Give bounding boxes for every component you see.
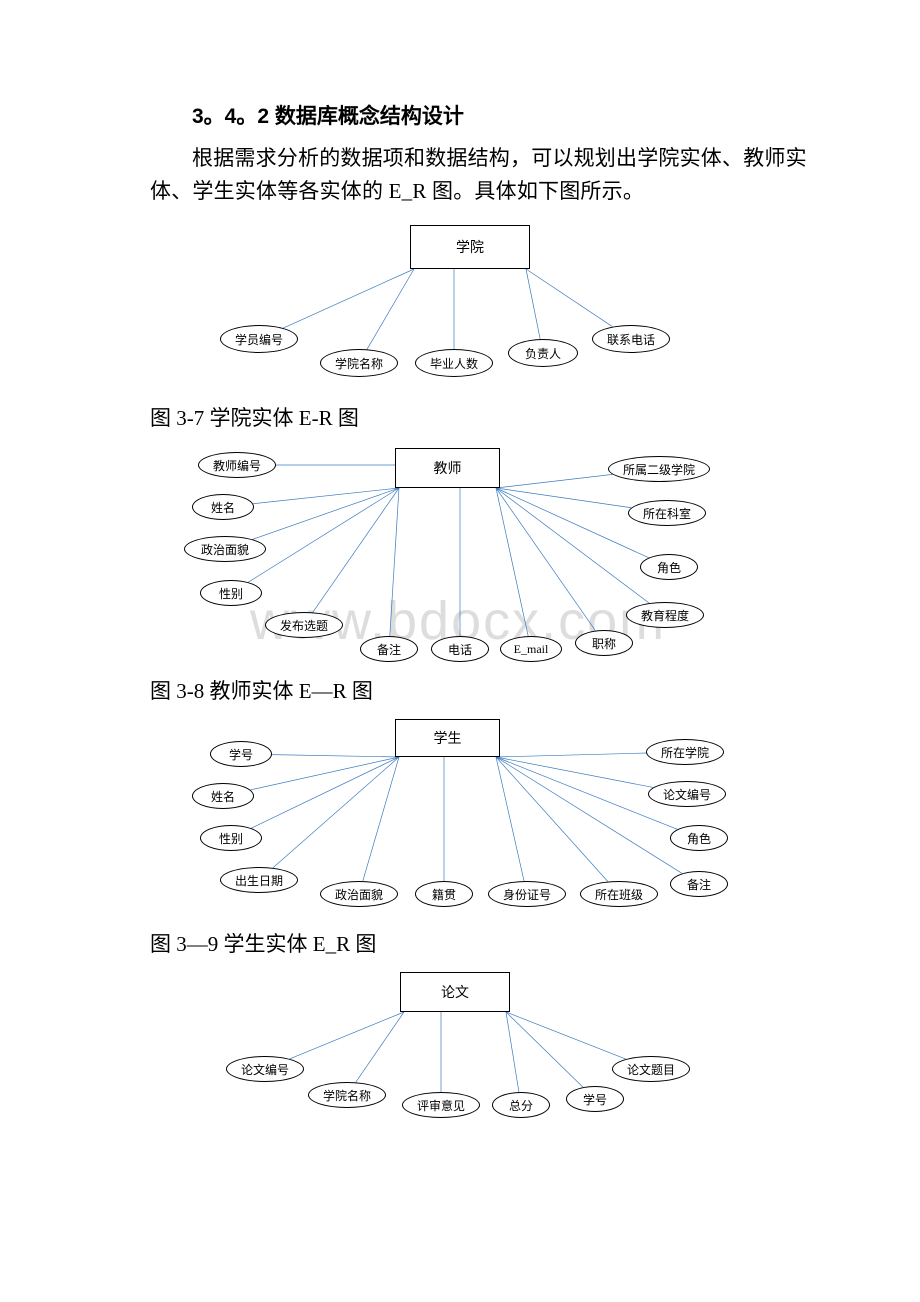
attribute-ellipse: E_mail: [500, 636, 562, 662]
entity-box: 学生: [395, 719, 500, 757]
attribute-ellipse: 电话: [431, 636, 489, 662]
attribute-ellipse: 联系电话: [592, 325, 670, 353]
attribute-ellipse: 教育程度: [626, 602, 704, 628]
page-content: 3。4。2 数据库概念结构设计 根据需求分析的数据项和数据结构，可以规划出学院实…: [0, 0, 920, 1161]
attribute-ellipse: 论文题目: [612, 1056, 690, 1082]
attribute-ellipse: 所在班级: [580, 881, 658, 907]
entity-box: 教师: [395, 448, 500, 488]
attribute-ellipse: 学员编号: [220, 325, 298, 353]
section-heading: 3。4。2 数据库概念结构设计: [150, 100, 810, 130]
attribute-ellipse: 学院名称: [308, 1082, 386, 1108]
attribute-ellipse: 备注: [360, 636, 418, 662]
attribute-ellipse: 负责人: [508, 339, 578, 367]
attribute-ellipse: 职称: [575, 630, 633, 656]
attribute-ellipse: 备注: [670, 871, 728, 897]
attribute-ellipse: 所在科室: [628, 500, 706, 526]
caption-figure-3-7: 图 3-7 学院实体 E-R 图: [150, 402, 810, 432]
attribute-ellipse: 学院名称: [320, 349, 398, 377]
intro-paragraph: 根据需求分析的数据项和数据结构，可以规划出学院实体、教师实体、学生实体等各实体的…: [150, 142, 810, 207]
attribute-ellipse: 论文编号: [648, 781, 726, 807]
attribute-ellipse: 所属二级学院: [608, 456, 710, 482]
attribute-ellipse: 姓名: [192, 494, 254, 520]
attribute-ellipse: 身份证号: [488, 881, 566, 907]
caption-figure-3-9: 图 3—9 学生实体 E_R 图: [150, 928, 810, 958]
attribute-ellipse: 角色: [640, 554, 698, 580]
entity-box: 学院: [410, 225, 530, 269]
caption-figure-3-8: 图 3-8 教师实体 E—R 图: [150, 675, 810, 705]
er-diagram-teacher: www.bdocx.com 教师教师编号姓名政治面貌性别发布选题备注电话E_ma…: [170, 440, 730, 665]
attribute-ellipse: 评审意见: [402, 1092, 480, 1118]
attribute-ellipse: 所在学院: [646, 739, 724, 765]
attribute-ellipse: 性别: [200, 825, 262, 851]
attribute-ellipse: 政治面貌: [184, 536, 266, 562]
attribute-ellipse: 总分: [492, 1092, 550, 1118]
er-diagram-college: 学院学员编号学院名称毕业人数负责人联系电话: [210, 217, 730, 392]
er-diagram-thesis: 论文论文编号学院名称评审意见总分学号 论文题目: [200, 966, 720, 1121]
attribute-ellipse: 发布选题: [265, 612, 343, 638]
attribute-ellipse: 政治面貌: [320, 881, 398, 907]
entity-box: 论文: [400, 972, 510, 1012]
attribute-ellipse: 学号: [210, 741, 272, 767]
attribute-ellipse: 角色: [670, 825, 728, 851]
attribute-ellipse: 性别: [200, 580, 262, 606]
er-diagram-student: 学生学号姓名性别出生日期政治面貌籍贯身份证号所在班级备注 角色 论文编号 所在学院: [170, 713, 730, 918]
attribute-ellipse: 毕业人数: [415, 349, 493, 377]
attribute-ellipse: 籍贯: [415, 881, 473, 907]
attribute-ellipse: 学号: [566, 1086, 624, 1112]
attribute-ellipse: 出生日期: [220, 867, 298, 893]
attribute-ellipse: 姓名: [192, 783, 254, 809]
attribute-ellipse: 教师编号: [198, 452, 276, 478]
attribute-ellipse: 论文编号: [226, 1056, 304, 1082]
